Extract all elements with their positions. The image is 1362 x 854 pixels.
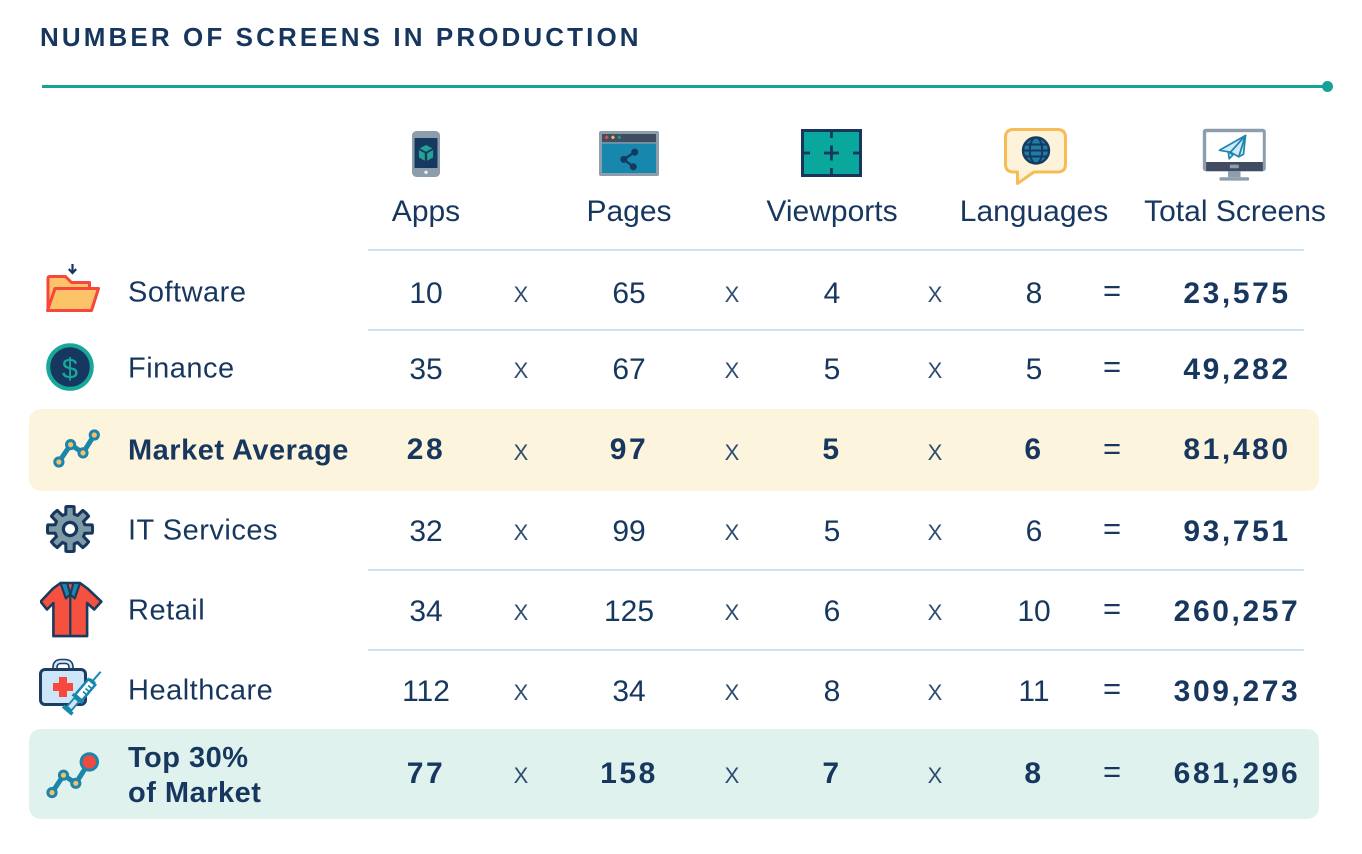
svg-text:$: $	[62, 353, 78, 385]
